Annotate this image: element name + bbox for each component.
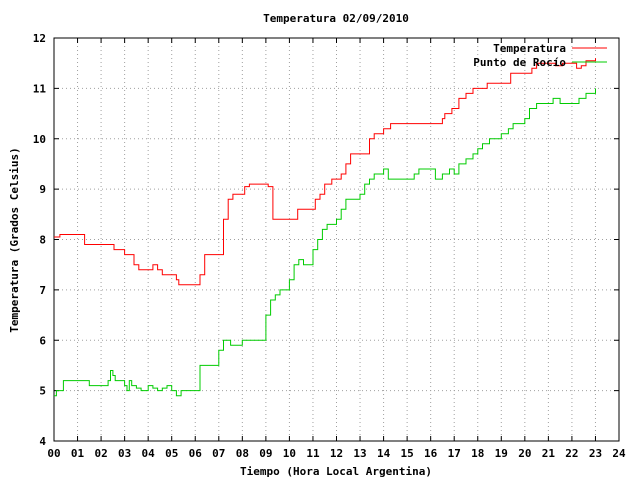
x-tick-label: 19 (495, 447, 508, 460)
x-tick-label: 06 (189, 447, 203, 460)
y-axis-label: Temperatura (Grados Celsius) (8, 147, 21, 332)
x-tick-label: 17 (448, 447, 461, 460)
legend-label-punto-de-rocio: Punto de Rocío (473, 56, 566, 69)
y-tick-label: 6 (39, 334, 46, 347)
x-tick-label: 12 (330, 447, 343, 460)
y-tick-label: 10 (33, 133, 46, 146)
x-tick-label: 09 (259, 447, 272, 460)
x-tick-label: 18 (471, 447, 484, 460)
y-tick-label: 9 (39, 183, 46, 196)
x-tick-label: 02 (94, 447, 107, 460)
chart-title: Temperatura 02/09/2010 (263, 12, 409, 25)
series-line-punto-de-rocio (54, 88, 596, 397)
x-tick-label: 08 (236, 447, 249, 460)
y-tick-label: 12 (33, 32, 46, 45)
legend-label-temperatura: Temperatura (493, 42, 566, 55)
x-tick-label: 20 (518, 447, 531, 460)
x-tick-label: 10 (283, 447, 296, 460)
series-line-temperatura (54, 58, 596, 286)
x-tick-label: 04 (142, 447, 156, 460)
x-tick-label: 22 (565, 447, 578, 460)
x-tick-label: 14 (377, 447, 391, 460)
x-tick-label: 03 (118, 447, 131, 460)
x-axis-label: Tiempo (Hora Local Argentina) (240, 465, 432, 478)
x-tick-label: 16 (424, 447, 438, 460)
x-tick-label: 13 (353, 447, 366, 460)
x-tick-label: 00 (47, 447, 60, 460)
y-tick-label: 7 (39, 284, 46, 297)
x-tick-label: 11 (306, 447, 320, 460)
x-tick-label: 21 (542, 447, 556, 460)
series-group (54, 58, 596, 397)
x-tick-label: 23 (589, 447, 602, 460)
x-tick-label: 07 (212, 447, 225, 460)
axis-ticks: 00 01 02 03 04 05 06 07 08 09 10 11 12 13 14 15 16 17 18 19… (33, 32, 626, 460)
x-tick-label: 15 (401, 447, 414, 460)
y-tick-label: 4 (39, 435, 46, 448)
y-tick-label: 8 (39, 234, 46, 247)
legend: Temperatura Punto de Rocío (473, 42, 607, 69)
y-tick-label: 11 (33, 82, 47, 95)
x-tick-label: 24 (612, 447, 626, 460)
x-tick-label: 01 (71, 447, 85, 460)
y-tick-label: 5 (39, 385, 46, 398)
x-tick-label: 05 (165, 447, 178, 460)
